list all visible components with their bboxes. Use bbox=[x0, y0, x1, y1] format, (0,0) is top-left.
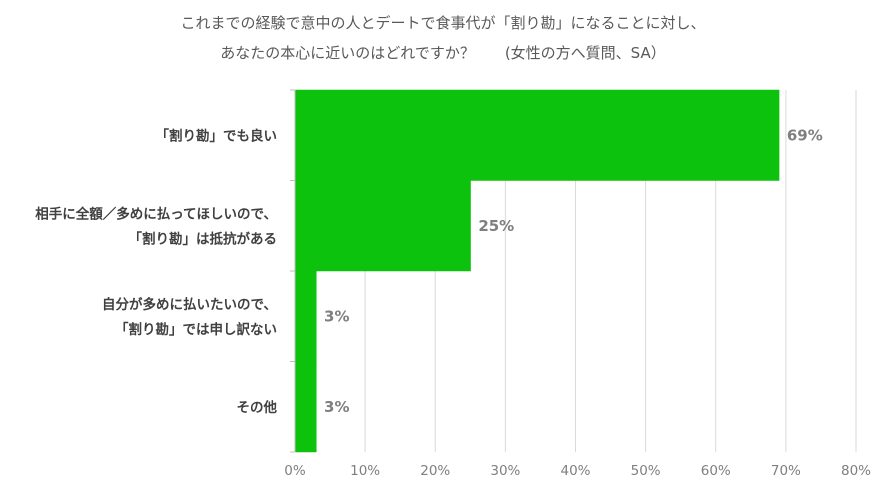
value-labels: 69% 25% 3% 3% bbox=[324, 126, 823, 416]
x-tick-label: 30% bbox=[490, 463, 520, 479]
data-label: 3% bbox=[324, 307, 349, 325]
bar bbox=[295, 270, 317, 362]
chart-title-line-2: あなたの本心に近いのはどれですか？ (女性の方へ質問、SA） bbox=[220, 44, 666, 62]
chart-title: これまでの経験で意中の人とデートで食事代が「割り勘」になることに対し、 あなたの… bbox=[0, 8, 886, 68]
category-labels: 「割り勘」でも良い相手に全額／多めに払ってほしいので、「割り勘」は抵抗がある自分… bbox=[35, 127, 277, 416]
category-label: 「割り勘」では申し訳ない bbox=[115, 321, 277, 338]
x-tick-label: 10% bbox=[350, 463, 380, 479]
category-label: 「割り勘」は抵抗がある bbox=[129, 230, 278, 247]
category-label: 相手に全額／多めに払ってほしいので、 bbox=[35, 205, 277, 222]
x-tick-label: 70% bbox=[771, 463, 801, 479]
category-label: 自分が多めに払いたいので、 bbox=[102, 296, 277, 313]
x-tick-label: 40% bbox=[560, 463, 590, 479]
data-label: 3% bbox=[324, 398, 349, 416]
category-label: その他 bbox=[237, 399, 278, 416]
data-label: 69% bbox=[787, 126, 823, 144]
category-label: 「割り勘」でも良い bbox=[156, 127, 278, 144]
x-tick-label: 0% bbox=[284, 463, 306, 479]
x-tick-label: 80% bbox=[841, 463, 871, 479]
bars bbox=[295, 89, 780, 453]
x-tick-labels: 0% 10% 20% 30% 40% 50% 60% 70% 80% bbox=[284, 463, 871, 479]
bar bbox=[295, 89, 780, 181]
x-tick-label: 50% bbox=[631, 463, 661, 479]
data-label: 25% bbox=[478, 217, 514, 235]
bar bbox=[295, 180, 471, 272]
chart-title-line-1: これまでの経験で意中の人とデートで食事代が「割り勘」になることに対し、 bbox=[180, 14, 706, 32]
bar bbox=[295, 361, 317, 453]
x-tick-label: 20% bbox=[420, 463, 450, 479]
x-tick-label: 60% bbox=[701, 463, 731, 479]
